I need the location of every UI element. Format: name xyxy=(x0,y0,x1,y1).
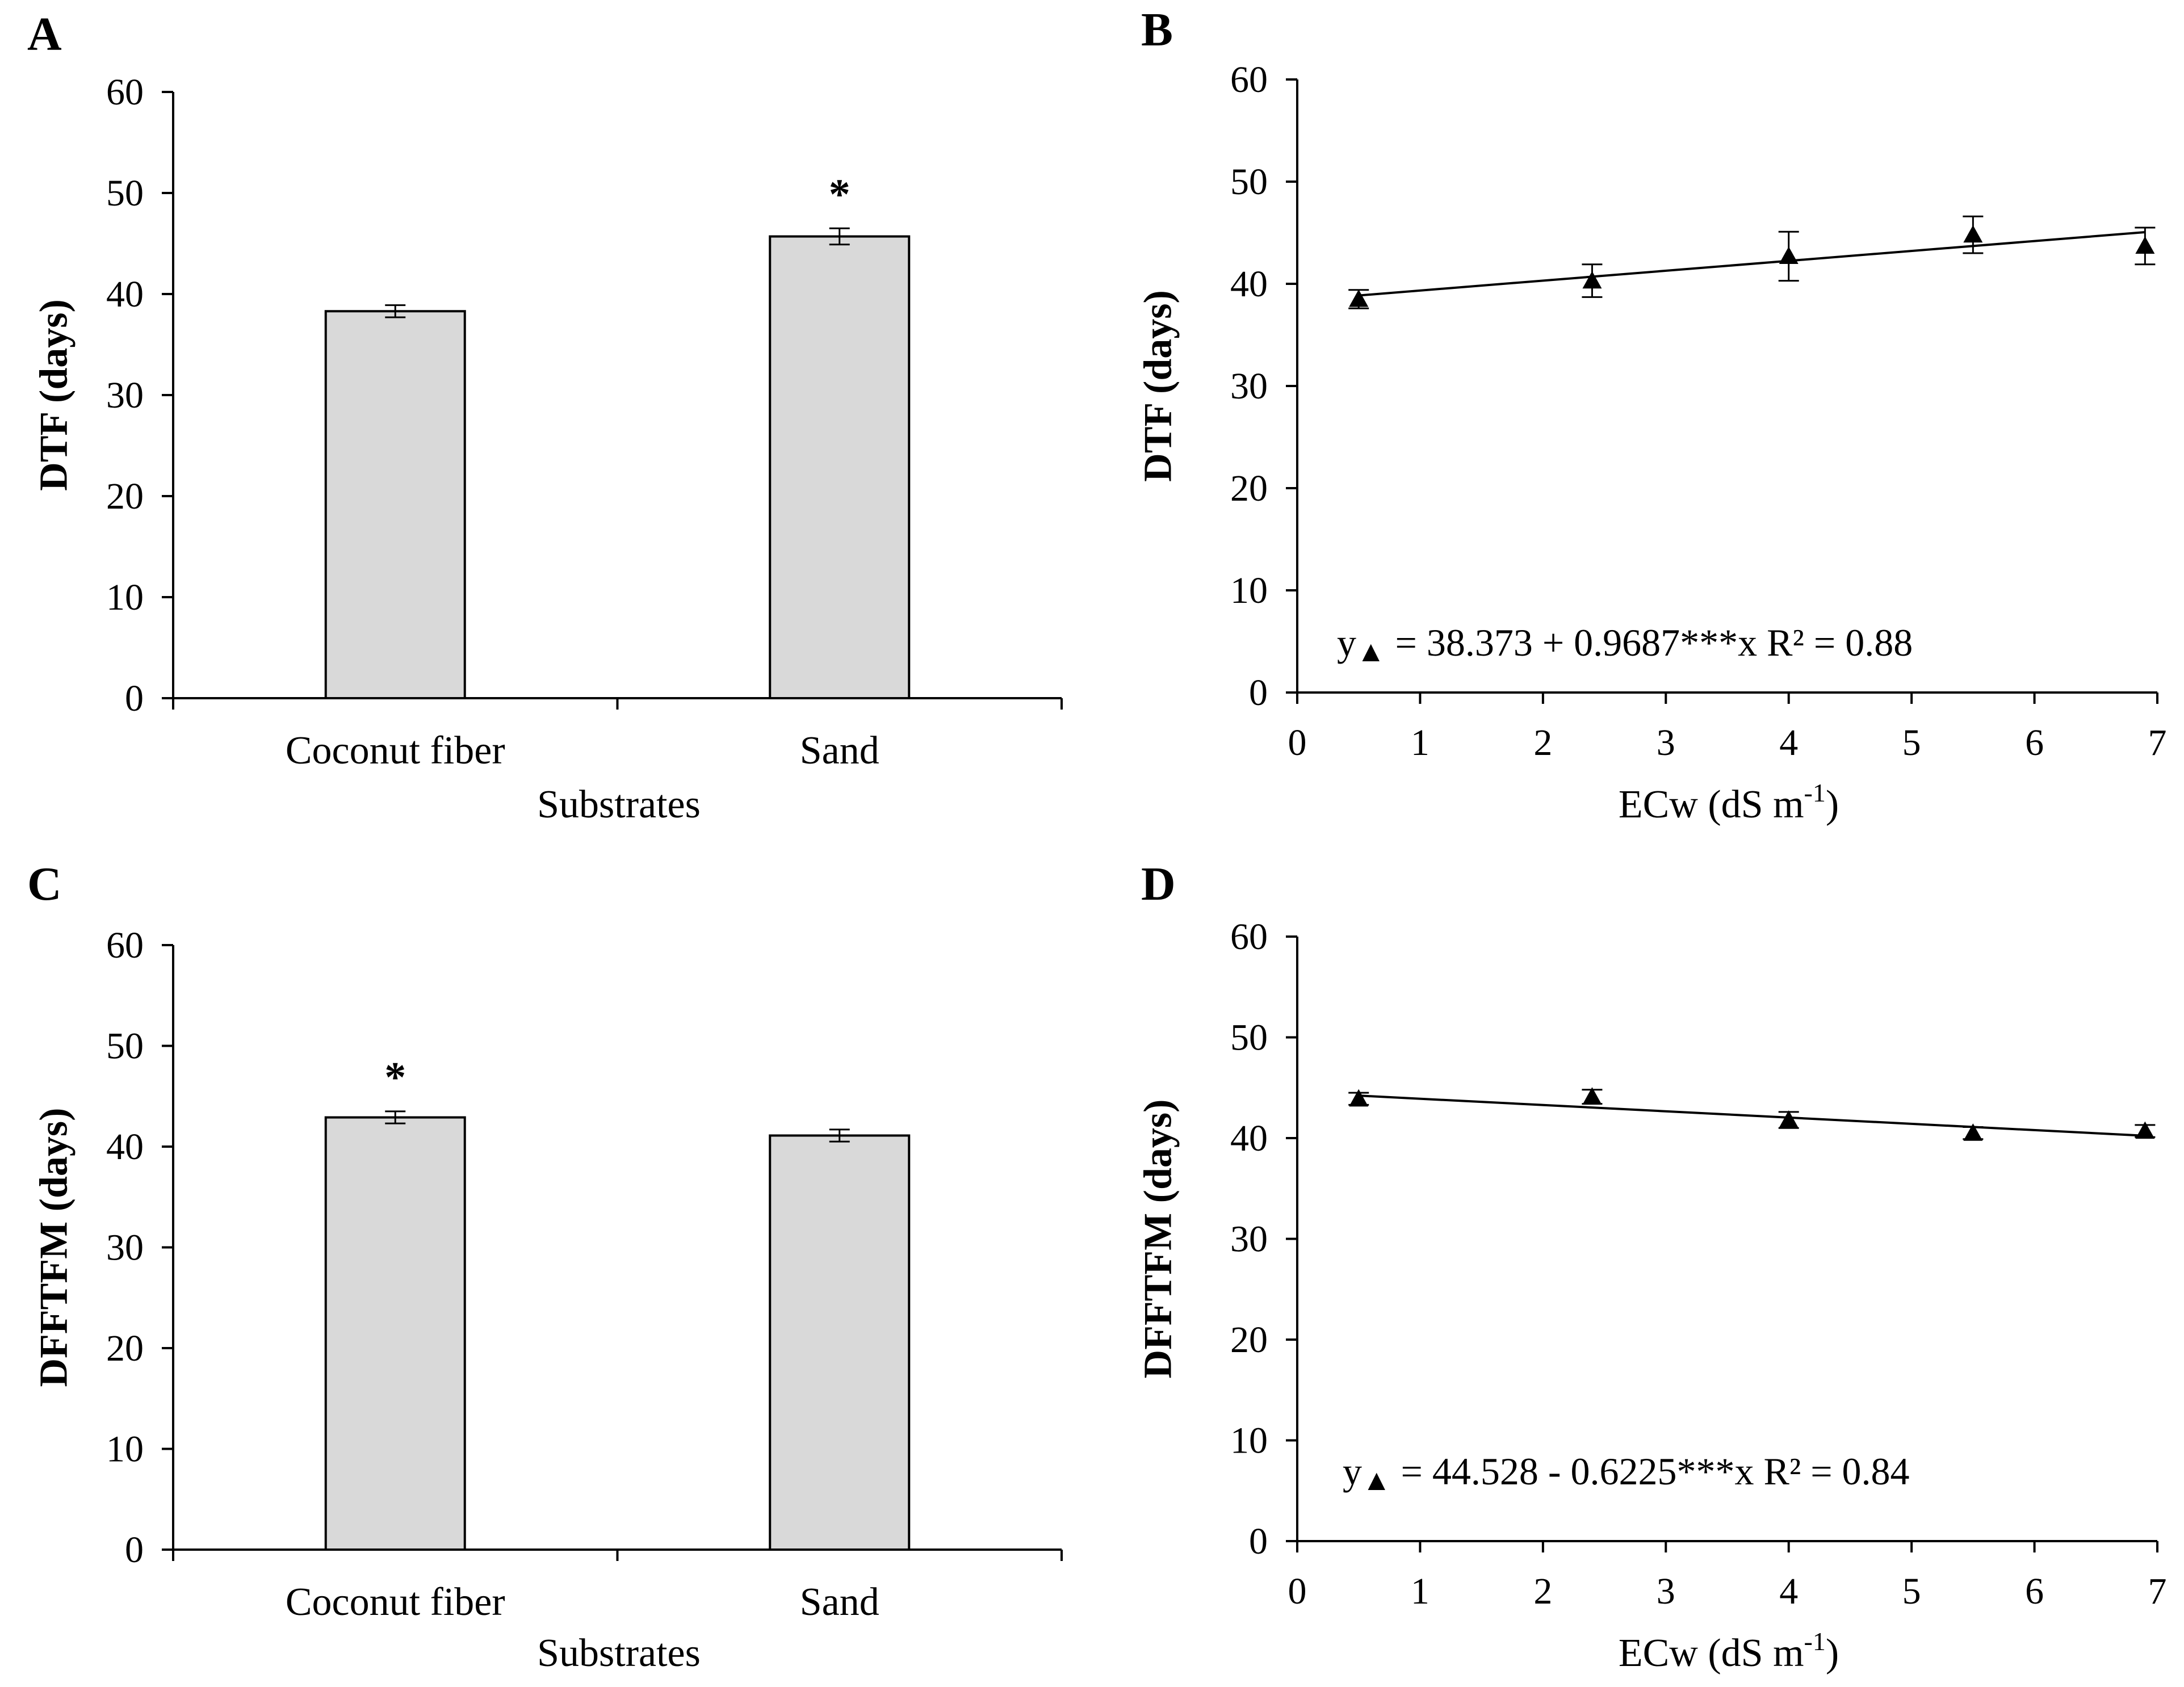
y-tick-label: 60 xyxy=(1230,916,1268,958)
y-tick-label: 50 xyxy=(106,1026,144,1067)
panel-c: C 0 10 20 30 40 50 60 DFFTFM (days) * Coconut fibe… xyxy=(27,858,1063,1675)
y-tick-label: 40 xyxy=(106,1126,144,1168)
data-point-marker xyxy=(1963,1123,1983,1141)
bar xyxy=(769,235,911,700)
panel-b: B 0 10 20 30 40 50 60 DTF (days) 0 1 2 3 4 5 6 7 y▲ = 38.… xyxy=(1137,3,2167,826)
x-axis-title: ECw (dS m-1) xyxy=(1619,1627,1839,1675)
bar xyxy=(324,1116,466,1551)
y-axis-title: DFFTFM (days) xyxy=(1137,1100,1180,1379)
data-point-marker xyxy=(1349,289,1369,307)
x-tick-label: 4 xyxy=(1779,722,1798,763)
trendline xyxy=(1359,1094,2145,1137)
x-tick-label: 2 xyxy=(1533,722,1552,763)
y-tick-label: 0 xyxy=(125,1529,144,1571)
x-tick-label: 7 xyxy=(2148,1571,2167,1612)
y-tick-label: 40 xyxy=(1230,1118,1268,1159)
data-point-marker xyxy=(2135,1121,2155,1139)
y-tick-label: 60 xyxy=(1230,59,1268,100)
y-tick-label: 40 xyxy=(1230,263,1268,305)
y-tick-label: 30 xyxy=(106,375,144,416)
x-tick-label: 7 xyxy=(2148,722,2167,763)
x-tick-label: 1 xyxy=(1411,722,1430,763)
y-tick-label: 20 xyxy=(106,476,144,517)
y-tick-label: 10 xyxy=(1230,570,1268,611)
y-tick-label: 30 xyxy=(106,1227,144,1269)
data-point-marker xyxy=(1582,1087,1602,1105)
x-tick-label: 4 xyxy=(1779,1571,1798,1612)
panel-letter: C xyxy=(27,858,62,910)
y-tick-label: 10 xyxy=(106,1429,144,1470)
panel-letter: B xyxy=(1141,3,1173,56)
category-label: Sand xyxy=(800,1580,879,1624)
y-tick-label: 60 xyxy=(106,925,144,966)
regression-equation: y▲ = 44.528 - 0.6225***x R² = 0.84 xyxy=(1343,1450,1910,1497)
x-tick-label: 0 xyxy=(1288,1571,1307,1612)
x-tick-label: 6 xyxy=(2025,1571,2044,1612)
category-label: Coconut fiber xyxy=(286,1580,505,1624)
x-tick-label: 6 xyxy=(2025,722,2044,763)
y-tick-label: 50 xyxy=(1230,161,1268,203)
y-tick-label: 50 xyxy=(1230,1017,1268,1059)
data-point-marker xyxy=(1779,1110,1799,1128)
category-label: Sand xyxy=(800,729,879,773)
data-point-marker xyxy=(2135,236,2155,254)
x-tick-label: 3 xyxy=(1657,1571,1675,1612)
y-tick-label: 50 xyxy=(106,173,144,214)
y-tick-label: 60 xyxy=(106,72,144,113)
data-point-marker xyxy=(1349,1089,1369,1107)
y-axis-title: DTF (days) xyxy=(32,299,76,491)
category-label: Coconut fiber xyxy=(286,729,505,773)
data-point-marker xyxy=(1582,271,1602,289)
x-axis-title: ECw (dS m-1) xyxy=(1619,778,1839,826)
x-axis-title: Substrates xyxy=(537,783,701,826)
y-tick-label: 10 xyxy=(1230,1420,1268,1462)
x-tick-label: 5 xyxy=(1902,722,1921,763)
y-tick-label: 20 xyxy=(1230,1319,1268,1361)
y-tick-label: 0 xyxy=(125,678,144,719)
y-tick-label: 30 xyxy=(1230,1219,1268,1260)
x-tick-label: 5 xyxy=(1902,1571,1921,1612)
y-axis-title: DFFTFM (days) xyxy=(32,1108,76,1387)
y-tick-label: 0 xyxy=(1249,672,1268,714)
x-tick-label: 3 xyxy=(1657,722,1675,763)
x-axis-title: Substrates xyxy=(537,1631,701,1675)
y-tick-label: 0 xyxy=(1249,1521,1268,1562)
panel-letter: D xyxy=(1141,858,1176,910)
y-tick-label: 40 xyxy=(106,274,144,315)
x-tick-label: 0 xyxy=(1288,722,1307,763)
regression-equation: y▲ = 38.373 + 0.9687***x R² = 0.88 xyxy=(1337,621,1913,668)
y-tick-label: 20 xyxy=(106,1328,144,1369)
y-tick-label: 20 xyxy=(1230,468,1268,509)
bar xyxy=(324,310,466,699)
panel-d: D 0 10 20 30 40 50 60 DFFTFM (days) 0 1 2 3 4 5 6 7 y▲ = … xyxy=(1137,858,2167,1675)
significance-mark: * xyxy=(384,1054,406,1101)
panel-letter: A xyxy=(27,8,62,61)
trendline xyxy=(1359,230,2145,297)
bar xyxy=(769,1134,911,1551)
y-tick-label: 10 xyxy=(106,577,144,618)
panel-a: A 0 10 20 30 40 50 60 DTF (days) Coconut fiber * Sa… xyxy=(27,8,1063,826)
data-point-marker xyxy=(1963,225,1983,243)
y-axis-title: DTF (days) xyxy=(1137,290,1180,482)
significance-mark: * xyxy=(829,170,850,218)
x-tick-label: 1 xyxy=(1411,1571,1430,1612)
x-tick-label: 2 xyxy=(1533,1571,1552,1612)
data-point-marker xyxy=(1779,246,1799,264)
y-tick-label: 30 xyxy=(1230,366,1268,407)
